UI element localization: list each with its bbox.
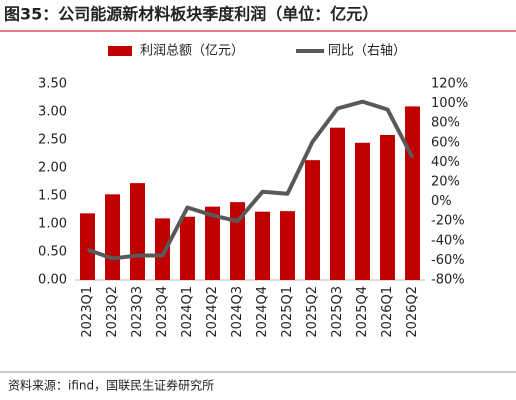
bar [180, 216, 195, 280]
y-tick-label: 3.50 [38, 77, 67, 92]
y-tick-label: 2.50 [38, 133, 67, 148]
y-tick-label: 2.00 [38, 161, 67, 176]
bar [405, 106, 420, 281]
line [86, 99, 415, 261]
x-tick-label: 2025Q1 [280, 286, 295, 338]
y2-tick-label: -60% [431, 253, 465, 268]
x-tick-label: 2024Q3 [230, 286, 245, 338]
y2-tick-label: 120% [431, 77, 468, 92]
x-tick-label: 2026Q2 [405, 286, 420, 338]
bar [155, 218, 170, 280]
source: 资料来源：ifind，国联民生证券研究所 [8, 378, 214, 393]
legend-label: 同比（右轴） [328, 44, 406, 59]
y-tick-label: 3.00 [38, 105, 67, 120]
y2-tick-label: 0% [431, 194, 452, 209]
legend-swatch [108, 46, 132, 56]
x-tick-label: 2025Q3 [330, 286, 345, 338]
y-tick-label: 0.50 [38, 245, 67, 260]
x-tick-label: 2023Q4 [155, 286, 170, 338]
x-tick-label: 2025Q2 [305, 286, 320, 338]
y-tick-label: 1.00 [38, 217, 67, 232]
x-tick-label: 2023Q3 [130, 286, 145, 338]
bar [80, 213, 95, 280]
y-tick-label: 1.50 [38, 189, 67, 204]
x-tick-label: 2023Q1 [80, 286, 95, 338]
bar [280, 211, 295, 280]
bar [330, 127, 345, 281]
bar [355, 142, 370, 280]
bar [380, 134, 395, 280]
x-tick-label: 2024Q1 [180, 286, 195, 338]
x-tick-label: 2024Q4 [255, 286, 270, 338]
legend-label: 利润总额（亿元） [140, 44, 244, 59]
bar [205, 206, 220, 280]
x-tick-label: 2026Q1 [380, 286, 395, 338]
bar [105, 194, 120, 280]
y2-tick-label: 20% [431, 175, 460, 190]
bar [130, 183, 145, 280]
y2-tick-label: -80% [431, 273, 465, 288]
bar [305, 160, 320, 280]
y2-tick-label: -40% [431, 233, 465, 248]
x-tick-label: 2024Q2 [205, 286, 220, 338]
x-tick-label: 2023Q2 [105, 286, 120, 338]
y2-tick-label: 100% [431, 96, 468, 111]
y2-tick-label: 80% [431, 116, 460, 131]
y2-tick-label: 40% [431, 155, 460, 170]
bar [255, 211, 270, 280]
x-tick-label: 2025Q4 [355, 286, 370, 338]
y2-tick-label: -20% [431, 214, 465, 229]
chart-title: 图35：公司能源新材料板块季度利润（单位：亿元） [4, 5, 378, 24]
y2-tick-label: 60% [431, 135, 460, 150]
y-tick-label: 0.00 [38, 273, 67, 288]
